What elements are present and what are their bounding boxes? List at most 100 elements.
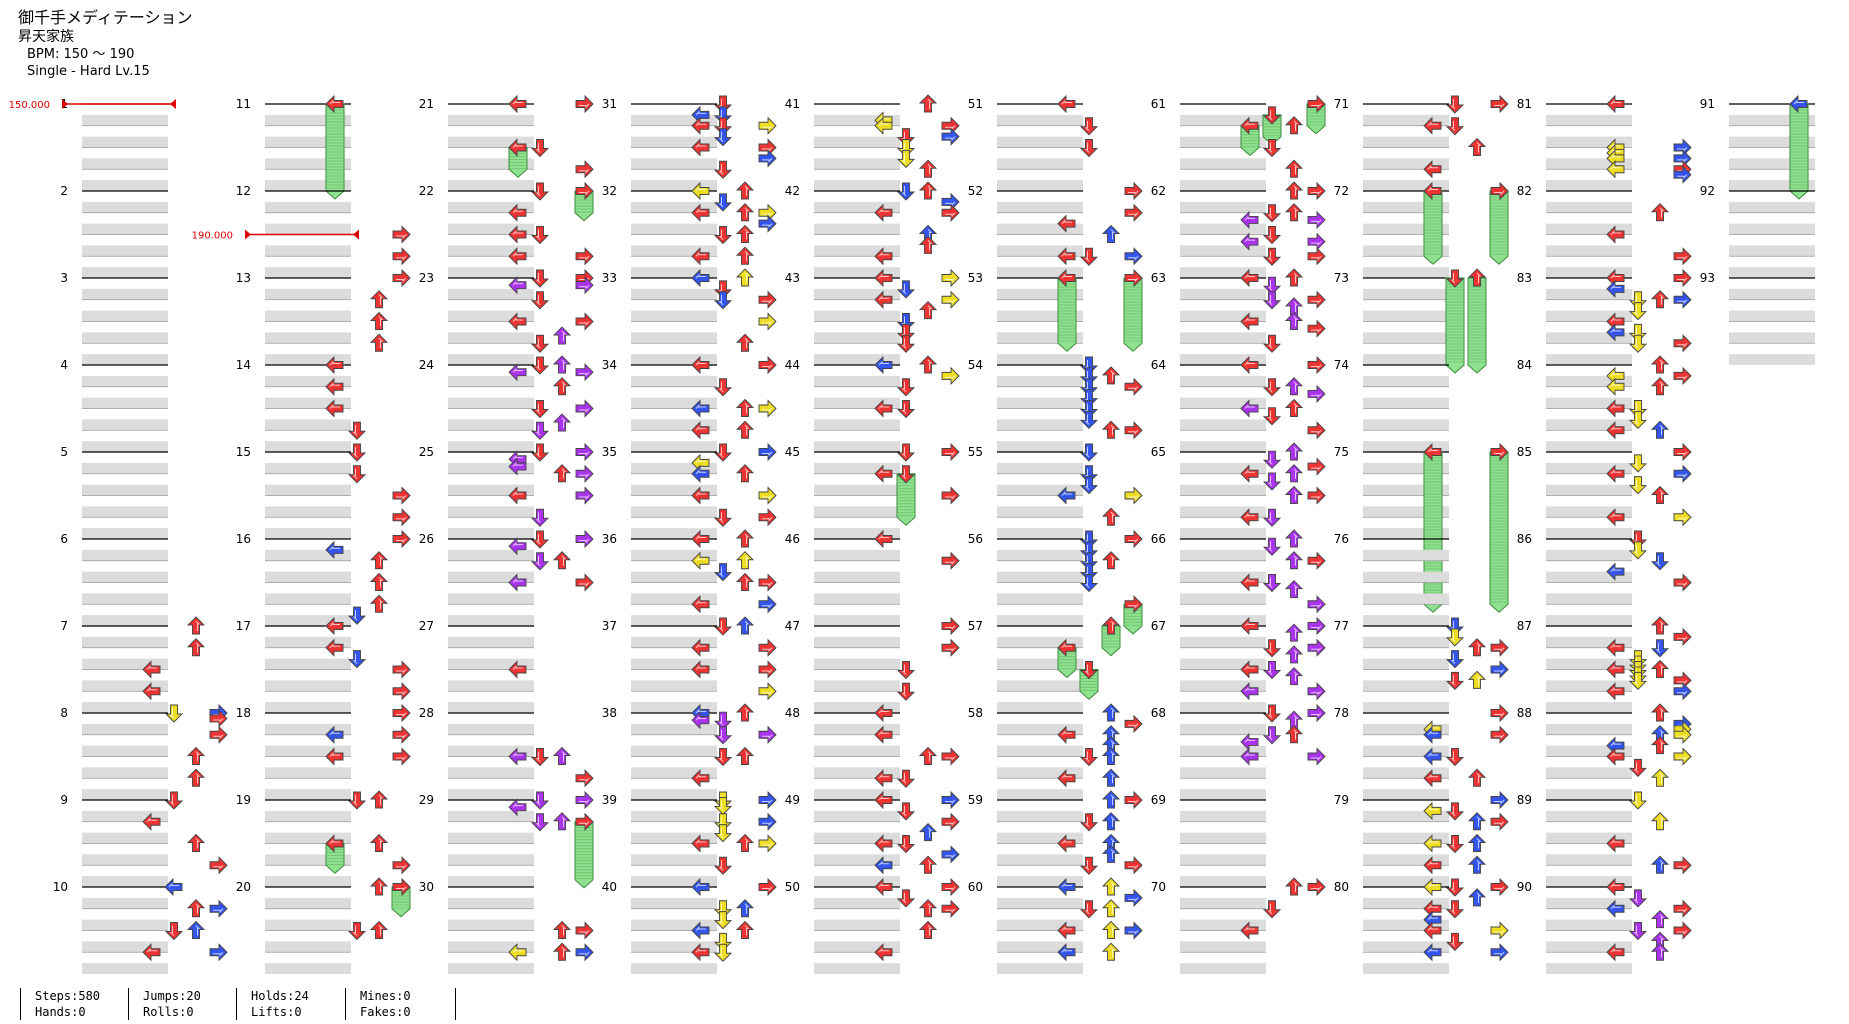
stat-line: Jumps:20 (143, 989, 201, 1003)
measure-90: 90 (1517, 880, 1632, 974)
beat-shade (814, 963, 900, 974)
beat-shade (814, 375, 900, 387)
beat-shade (631, 810, 717, 822)
measure-number: 54 (968, 358, 983, 372)
beat-shade (997, 876, 1083, 887)
arrow-right-icon (941, 366, 960, 385)
arrow-right-icon (1673, 725, 1692, 744)
measure-number: 76 (1334, 532, 1349, 546)
measure-20: 20 (236, 880, 351, 974)
beat-shade (1363, 419, 1449, 431)
arrow-down-icon (1262, 204, 1282, 223)
beat-shade (997, 506, 1083, 518)
arrow-down-icon (530, 421, 550, 440)
arrow-right-icon (758, 508, 777, 527)
hold-body (1423, 451, 1443, 613)
arrow-down-icon (1079, 748, 1099, 767)
arrow-left-icon (691, 138, 710, 157)
arrow-left-icon (1423, 877, 1442, 897)
beat-shade (1546, 310, 1632, 322)
beat-shade (265, 375, 351, 387)
arrow-down-icon (347, 421, 367, 440)
beat-shade (1180, 810, 1266, 822)
arrow-left-icon (142, 660, 161, 679)
measure-56: 56 (968, 532, 1083, 626)
arrow-down-icon (347, 791, 367, 810)
beat-shade (997, 919, 1083, 931)
beat-shade (1729, 223, 1815, 235)
arrow-down-icon (713, 748, 733, 767)
arrow-right-icon (1673, 138, 1692, 157)
bpm-change-marker: 150.000 (9, 99, 176, 111)
beat-shade (448, 702, 534, 713)
measure-number: 92 (1700, 184, 1715, 198)
measure-79: 79 (1334, 793, 1449, 887)
measure-27: 27 (419, 619, 534, 713)
beat-shade (448, 310, 534, 322)
arrow-left-icon (1606, 377, 1625, 396)
arrow-left-icon (1606, 464, 1625, 483)
arrow-right-icon (1124, 856, 1143, 875)
beat-shade (1546, 549, 1632, 561)
measure-16: 16 (236, 532, 351, 626)
measure-92: 92 (1700, 184, 1815, 278)
beat-shade (1546, 528, 1632, 539)
beat-shade (814, 571, 900, 583)
arrow-up-icon (918, 899, 938, 918)
beat-shade (82, 745, 168, 757)
arrow-left-icon (691, 769, 710, 788)
beat-shade (1363, 876, 1449, 887)
beat-shade (1180, 506, 1266, 518)
arrow-down-icon (1079, 139, 1099, 158)
arrow-left-icon (508, 660, 527, 679)
beat-shade (1546, 288, 1632, 300)
hold-body (1467, 277, 1487, 374)
beat-shade (631, 158, 717, 170)
arrow-right-icon (1124, 888, 1143, 907)
arrow-up-icon (1467, 768, 1487, 787)
arrow-down-icon (1445, 878, 1465, 897)
beat-shade (1363, 615, 1449, 626)
arrow-up-icon (918, 235, 938, 254)
measure-number: 37 (602, 619, 617, 633)
beat-shade (448, 745, 534, 757)
arrow-right-icon (758, 660, 777, 679)
arrow-left-icon (1057, 268, 1076, 288)
arrow-left-icon (508, 798, 527, 817)
arrow-down-icon (1262, 704, 1282, 723)
beat-shade (1363, 702, 1449, 713)
arrow-down-icon (1262, 661, 1282, 680)
arrow-left-icon (1423, 856, 1442, 875)
beat-shade (1729, 136, 1815, 148)
arrow-right-icon (941, 747, 960, 766)
arrow-left-icon (1057, 638, 1076, 657)
beat-shade (1180, 745, 1266, 757)
arrow-down-icon (713, 911, 733, 930)
beat-shade (1180, 375, 1266, 387)
beat-shade (631, 854, 717, 866)
arrow-down-icon (1445, 932, 1465, 952)
measure-number: 15 (236, 445, 251, 459)
beat-shade (1546, 332, 1632, 344)
beat-shade (997, 180, 1083, 191)
beat-shade (448, 854, 534, 866)
arrow-left-icon (691, 116, 710, 135)
arrow-left-icon (508, 312, 527, 331)
arrow-left-icon (874, 856, 893, 875)
beat-shade (265, 615, 351, 626)
arrow-left-icon (142, 682, 161, 701)
beat-shade (997, 593, 1083, 605)
arrow-left-icon (508, 363, 527, 382)
arrow-down-icon (1628, 410, 1648, 430)
beat-shade (265, 963, 351, 974)
arrow-right-icon (1124, 268, 1143, 288)
beat-shade (1729, 332, 1815, 344)
arrow-down-icon (530, 400, 550, 419)
beat-shade (448, 963, 534, 974)
arrow-left-icon (508, 537, 527, 556)
arrow-up-icon (1284, 877, 1304, 896)
measure-19: 19 (236, 793, 351, 887)
arrow-right-icon (941, 268, 960, 288)
measure-26: 26 (419, 532, 534, 626)
hold-body (1445, 277, 1465, 374)
